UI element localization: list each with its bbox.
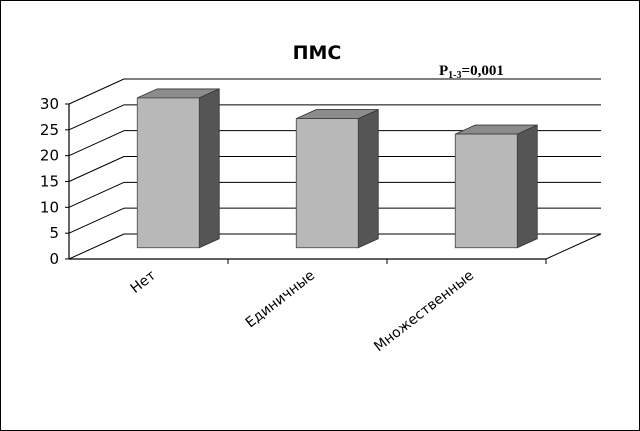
p-value-main: P [439, 63, 448, 79]
p-value-subscript: 1-3 [448, 70, 461, 81]
bar-front [136, 97, 200, 249]
x-category-label: Единичные [243, 268, 318, 332]
axis-layer [65, 103, 602, 264]
bar-side [357, 108, 379, 249]
floor-right-edge [545, 233, 602, 260]
bar-side [516, 124, 538, 249]
x-category-label: Нет [128, 268, 159, 297]
p-value-text: =0,001 [462, 63, 504, 79]
y-tick-label: 30 [40, 95, 59, 113]
gridline-depth [68, 233, 125, 260]
gridline-depth [68, 156, 125, 182]
y-tick-label: 25 [40, 121, 59, 139]
bar-front [454, 133, 518, 249]
y-tick-label: 5 [49, 224, 59, 242]
y-tick-label: 15 [40, 173, 59, 191]
gridline-depth [68, 181, 125, 208]
gridline-depth [68, 104, 125, 131]
bar-front [295, 118, 359, 249]
p-value-annotation: P1-3=0,001 [439, 63, 504, 81]
bar-layer [136, 88, 538, 249]
bar [295, 108, 379, 249]
gridline-depth [68, 78, 125, 105]
chart-title: ПМС [293, 42, 342, 64]
x-category-label: Множественные [371, 268, 477, 356]
y-tick-label: 0 [49, 250, 59, 268]
label-layer: 0 5 10 15 20 25 30 Нет Единичные Множественные [40, 95, 477, 355]
y-tick-label: 10 [40, 198, 59, 216]
gridline-depth [68, 207, 125, 234]
gridline-depth [68, 130, 125, 157]
bar [136, 88, 220, 249]
y-tick-label: 20 [40, 147, 59, 165]
bar [454, 124, 538, 249]
bar-side [198, 88, 220, 249]
